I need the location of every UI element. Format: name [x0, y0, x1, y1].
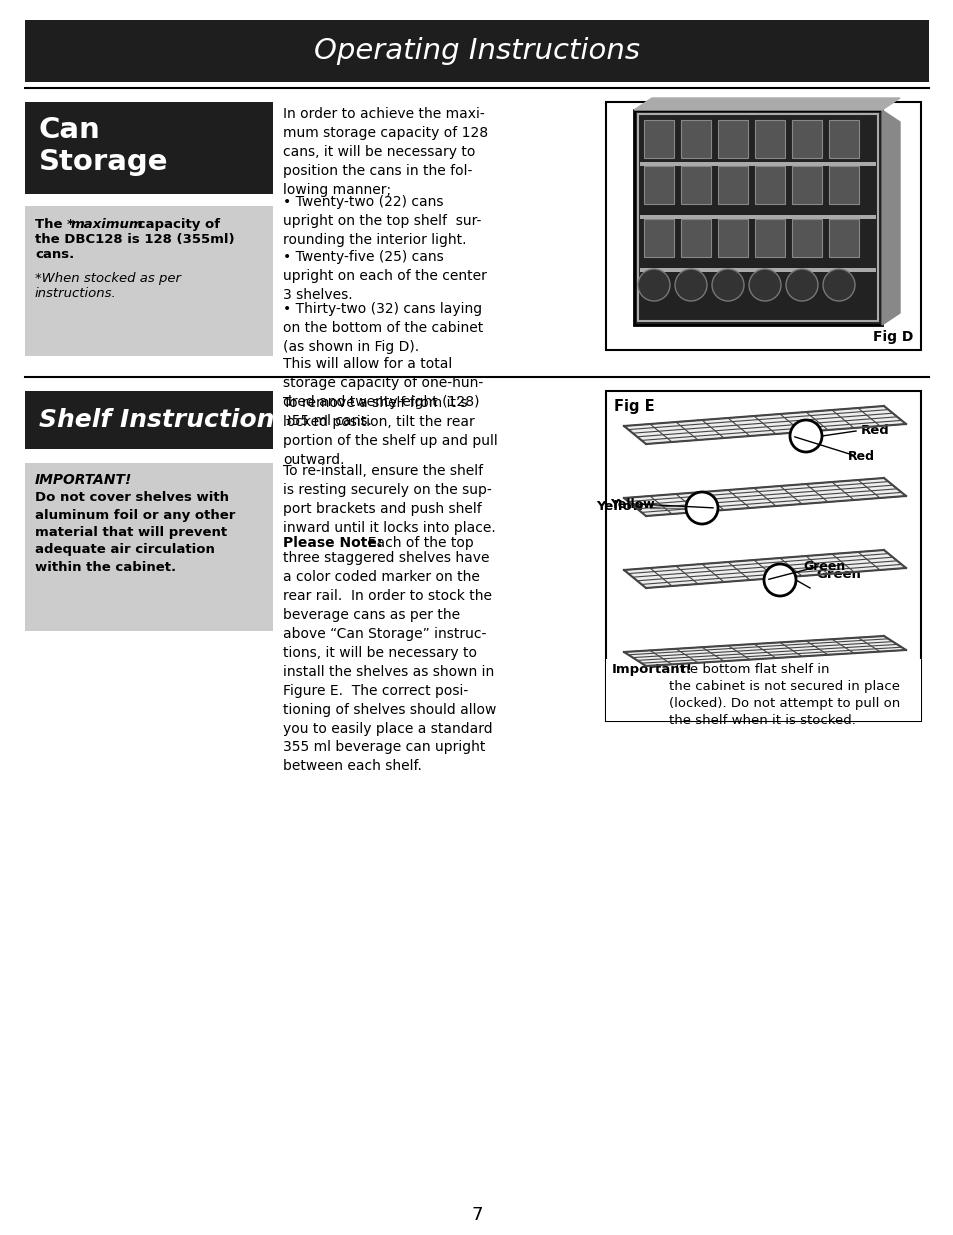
Text: Can
Storage: Can Storage — [39, 116, 169, 177]
Bar — [754, 219, 784, 257]
Polygon shape — [623, 636, 905, 666]
Text: Important!: Important! — [612, 663, 692, 676]
Bar — [25, 463, 273, 631]
Bar — [643, 120, 673, 158]
Text: cans.: cans. — [35, 248, 74, 261]
Text: This will allow for a total
storage capacity of one-hun-
dred and twenty-eight (: This will allow for a total storage capa… — [283, 357, 483, 427]
Text: Red: Red — [846, 450, 874, 462]
Text: Please Note:: Please Note: — [283, 536, 382, 550]
Text: • Thirty-two (32) cans laying
on the bottom of the cabinet
(as shown in Fig D).: • Thirty-two (32) cans laying on the bot… — [283, 303, 483, 354]
Polygon shape — [882, 110, 899, 325]
Circle shape — [711, 269, 743, 301]
Bar — [828, 219, 858, 257]
Text: IMPORTANT!: IMPORTANT! — [35, 473, 132, 487]
Bar — [718, 219, 747, 257]
Bar — [639, 162, 875, 165]
Text: Each of the top: Each of the top — [358, 536, 474, 550]
Text: Shelf Instructions: Shelf Instructions — [39, 408, 289, 432]
Bar — [25, 103, 273, 194]
Bar — [605, 103, 920, 350]
Text: Green: Green — [815, 568, 860, 582]
Bar — [791, 219, 821, 257]
Bar — [754, 165, 784, 204]
Bar — [639, 268, 875, 272]
Text: To remove a shelf from it’s
locked position, tilt the rear
portion of the shelf : To remove a shelf from it’s locked posit… — [283, 396, 497, 467]
Text: The bottom flat shelf in
the cabinet is not secured in place
(locked). Do not at: The bottom flat shelf in the cabinet is … — [668, 663, 900, 727]
Polygon shape — [623, 478, 905, 516]
Bar — [680, 165, 710, 204]
Text: Operating Instructions: Operating Instructions — [314, 37, 639, 65]
Text: Do not cover shelves with
aluminum foil or any other
material that will prevent
: Do not cover shelves with aluminum foil … — [35, 492, 235, 574]
Text: Red: Red — [861, 425, 889, 437]
Bar — [25, 20, 928, 82]
Circle shape — [685, 492, 718, 524]
Polygon shape — [623, 550, 905, 588]
Text: instructions.: instructions. — [35, 287, 116, 300]
Bar — [25, 391, 273, 450]
Circle shape — [638, 269, 669, 301]
Bar — [718, 120, 747, 158]
Circle shape — [789, 420, 821, 452]
Circle shape — [763, 564, 795, 597]
Text: capacity of: capacity of — [132, 219, 220, 231]
Bar — [754, 120, 784, 158]
Circle shape — [675, 269, 706, 301]
Bar — [605, 391, 920, 721]
Text: 7: 7 — [471, 1207, 482, 1224]
Bar — [643, 219, 673, 257]
Text: Green: Green — [803, 559, 845, 573]
Circle shape — [822, 269, 854, 301]
Text: maximum: maximum — [71, 219, 144, 231]
Bar — [638, 114, 877, 321]
Text: three staggered shelves have
a color coded marker on the
rear rail.  In order to: three staggered shelves have a color cod… — [283, 551, 496, 773]
Bar — [639, 215, 875, 219]
Bar — [605, 659, 920, 721]
Bar — [791, 165, 821, 204]
Bar — [828, 120, 858, 158]
Text: • Twenty-two (22) cans
upright on the top shelf  sur-
rounding the interior ligh: • Twenty-two (22) cans upright on the to… — [283, 195, 481, 247]
Circle shape — [748, 269, 781, 301]
Bar — [25, 206, 273, 356]
Text: • Twenty-five (25) cans
upright on each of the center
3 shelves.: • Twenty-five (25) cans upright on each … — [283, 249, 486, 301]
Text: the DBC128 is 128 (355ml): the DBC128 is 128 (355ml) — [35, 233, 234, 246]
Polygon shape — [634, 98, 899, 110]
Text: To re-install, ensure the shelf
is resting securely on the sup-
port brackets an: To re-install, ensure the shelf is resti… — [283, 464, 496, 535]
Text: Fig E: Fig E — [614, 399, 654, 414]
Text: Yellow: Yellow — [596, 499, 643, 513]
Bar — [680, 219, 710, 257]
Bar — [791, 120, 821, 158]
Bar — [718, 165, 747, 204]
Polygon shape — [623, 406, 905, 445]
Text: Yellow: Yellow — [609, 498, 654, 510]
Bar — [643, 165, 673, 204]
Bar — [828, 165, 858, 204]
Text: Fig D: Fig D — [872, 330, 912, 345]
Circle shape — [785, 269, 817, 301]
Text: The *: The * — [35, 219, 74, 231]
Bar — [634, 110, 882, 325]
Text: In order to achieve the maxi-
mum storage capacity of 128
cans, it will be neces: In order to achieve the maxi- mum storag… — [283, 107, 488, 196]
Text: *When stocked as per: *When stocked as per — [35, 272, 181, 285]
Bar — [680, 120, 710, 158]
